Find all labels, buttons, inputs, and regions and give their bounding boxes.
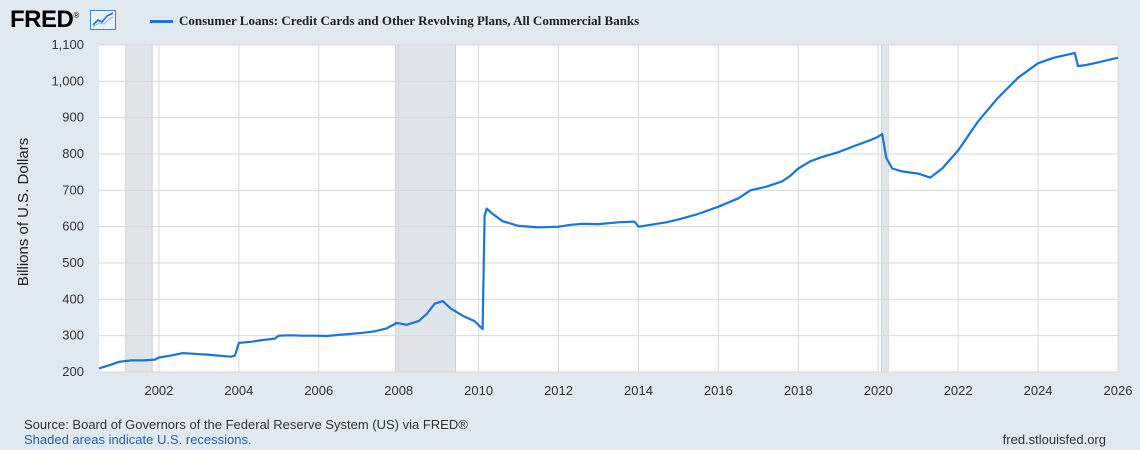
registered-mark: ®: [73, 11, 79, 20]
x-tick-label-0: 2002: [144, 383, 173, 398]
source-note: Source: Board of Governors of the Federa…: [24, 417, 468, 432]
x-axis-ticks: 2002 2004 2006 2008 2010 2012 2014 2016 2018 2020…: [144, 383, 1132, 398]
y-axis-ticks: 200 300 400 500 600 700 800 900 1,000 1,100: [51, 37, 84, 379]
plot-area: [99, 45, 1118, 372]
x-tick-label-2: 2006: [304, 383, 333, 398]
y-tick-label-1: 300: [62, 328, 84, 343]
x-tick-label-5: 2012: [544, 383, 573, 398]
x-tick-label-10: 2022: [944, 383, 973, 398]
recession-band-0: [125, 44, 153, 373]
x-tick-label-1: 2004: [224, 383, 253, 398]
chart-header: FRED® Consumer Loans: Credit Cards and O…: [10, 6, 1130, 36]
fred-url-link[interactable]: fred.stlouisfed.org: [1002, 432, 1106, 447]
y-tick-label-9: 1,100: [51, 37, 84, 52]
recession-band-2: [881, 44, 889, 373]
recession-bands: [125, 44, 889, 373]
y-tick-label-3: 500: [62, 255, 84, 270]
x-tick-label-11: 2024: [1024, 383, 1053, 398]
legend-swatch: [150, 19, 173, 23]
y-tick-label-2: 400: [62, 291, 84, 306]
x-tick-label-3: 2008: [384, 383, 413, 398]
x-tick-label-8: 2018: [784, 383, 813, 398]
y-tick-label-7: 900: [62, 110, 84, 125]
y-tick-label-8: 1,000: [51, 73, 84, 88]
x-tick-label-7: 2016: [704, 383, 733, 398]
fred-logo[interactable]: FRED®: [10, 6, 79, 34]
series-line-0: [98, 51, 1119, 370]
line-graph-icon: [90, 10, 116, 30]
y-tick-label-4: 600: [62, 219, 84, 234]
series-layer: [98, 51, 1119, 370]
y-tick-label-0: 200: [62, 364, 84, 379]
x-tick-label-9: 2020: [864, 383, 893, 398]
y-tick-label-6: 800: [62, 146, 84, 161]
x-tick-label-4: 2010: [464, 383, 493, 398]
chart-legend: Consumer Loans: Credit Cards and Other R…: [150, 13, 639, 29]
legend-series-label: Consumer Loans: Credit Cards and Other R…: [179, 13, 640, 28]
x-tick-label-6: 2014: [624, 383, 653, 398]
fred-logo-text: FRED: [10, 6, 74, 33]
gridlines: [99, 44, 1119, 373]
recession-note: Shaded areas indicate U.S. recessions.: [24, 432, 252, 447]
recession-band-1: [395, 44, 456, 373]
x-tick-label-12: 2026: [1104, 383, 1133, 398]
y-tick-label-5: 700: [62, 182, 84, 197]
y-axis-title: Billions of U.S. Dollars: [15, 138, 32, 286]
